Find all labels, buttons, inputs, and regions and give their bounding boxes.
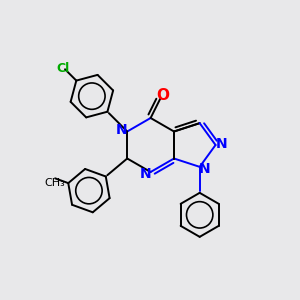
Text: CH₃: CH₃ <box>45 178 65 188</box>
Text: O: O <box>156 88 169 103</box>
Text: Cl: Cl <box>56 62 70 75</box>
Text: N: N <box>140 167 152 181</box>
Text: N: N <box>216 137 227 151</box>
Text: N: N <box>199 162 211 176</box>
Text: N: N <box>116 124 127 137</box>
